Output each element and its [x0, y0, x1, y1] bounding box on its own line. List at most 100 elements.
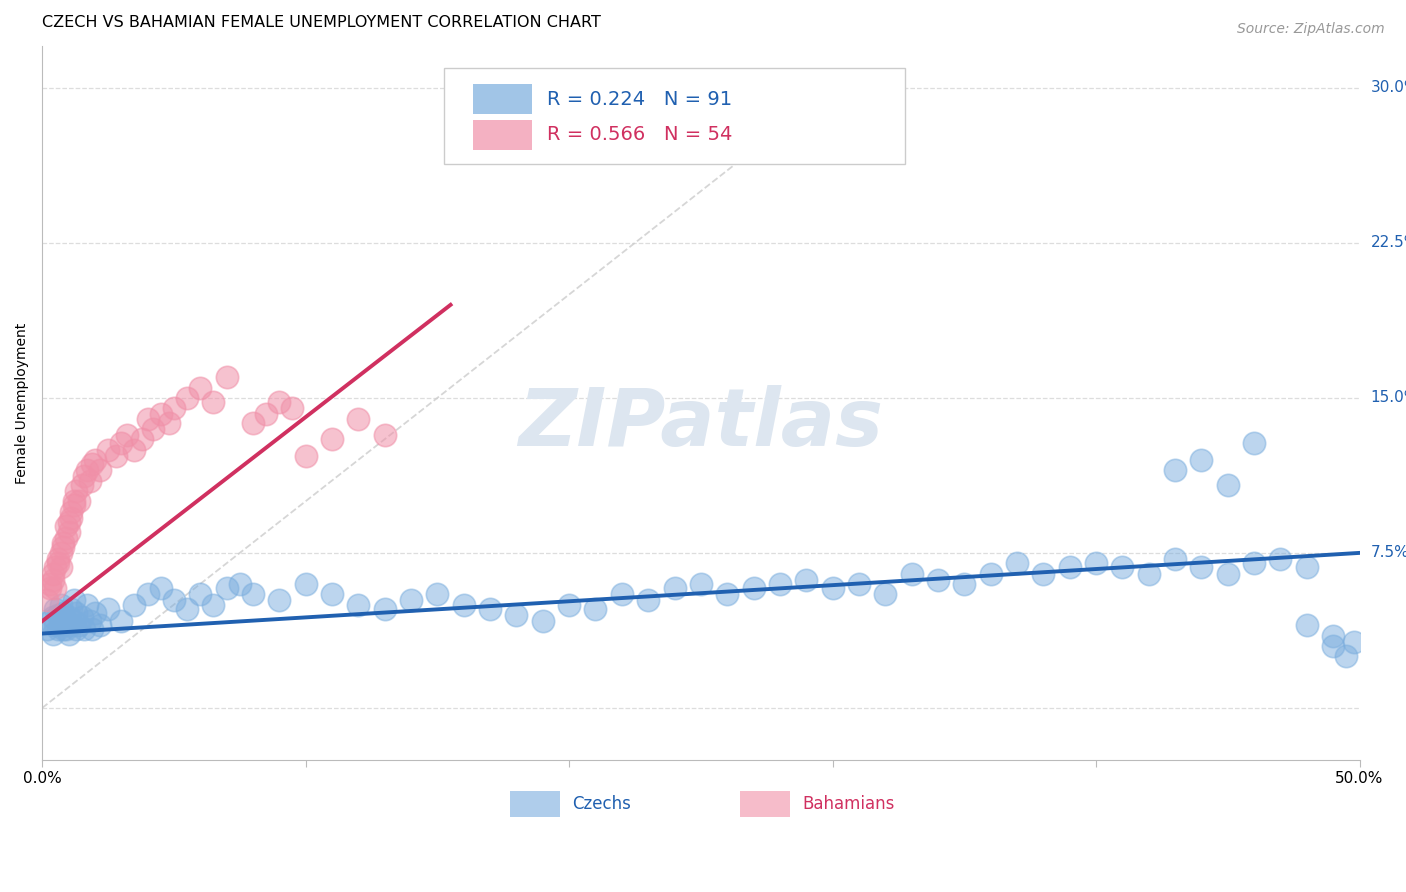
Point	[1243, 556, 1265, 570]
Point	[79, 474, 101, 488]
Point	[558, 598, 581, 612]
Point	[294, 449, 316, 463]
Point	[60, 504, 83, 518]
Point	[1137, 566, 1160, 581]
Point	[136, 587, 159, 601]
Text: Source: ZipAtlas.com: Source: ZipAtlas.com	[1237, 22, 1385, 37]
Point	[215, 581, 238, 595]
Point	[124, 442, 146, 457]
Point	[62, 614, 84, 628]
Point	[37, 593, 59, 607]
Point	[157, 416, 180, 430]
Point	[82, 457, 104, 471]
Point	[115, 428, 138, 442]
Point	[610, 587, 633, 601]
Point	[202, 395, 225, 409]
Point	[60, 618, 83, 632]
Point	[374, 428, 396, 442]
Point	[52, 623, 75, 637]
Text: R = 0.224   N = 91: R = 0.224 N = 91	[547, 90, 733, 109]
Point	[848, 577, 870, 591]
Point	[62, 494, 84, 508]
Point	[58, 626, 80, 640]
Point	[254, 408, 277, 422]
Point	[70, 477, 93, 491]
Point	[281, 401, 304, 416]
Point	[39, 614, 62, 628]
Point	[269, 593, 291, 607]
Point	[1111, 560, 1133, 574]
FancyBboxPatch shape	[741, 791, 790, 817]
Point	[76, 463, 98, 477]
Point	[149, 581, 172, 595]
Point	[65, 606, 87, 620]
Text: ZIPatlas: ZIPatlas	[519, 385, 883, 464]
Point	[215, 370, 238, 384]
Point	[479, 601, 502, 615]
Point	[62, 499, 84, 513]
Point	[60, 601, 83, 615]
Text: 7.5%: 7.5%	[1371, 545, 1406, 560]
Text: 30.0%: 30.0%	[1371, 80, 1406, 95]
Point	[110, 436, 132, 450]
Point	[347, 411, 370, 425]
Point	[1191, 453, 1213, 467]
Point	[136, 411, 159, 425]
Point	[52, 606, 75, 620]
Point	[73, 469, 96, 483]
Point	[46, 552, 69, 566]
Point	[1295, 560, 1317, 574]
Point	[55, 623, 77, 637]
Point	[79, 614, 101, 628]
Point	[242, 587, 264, 601]
Text: Bahamians: Bahamians	[803, 795, 894, 813]
Point	[49, 546, 72, 560]
Point	[52, 535, 75, 549]
Point	[70, 610, 93, 624]
Point	[89, 618, 111, 632]
Point	[1191, 560, 1213, 574]
Text: Czechs: Czechs	[572, 795, 631, 813]
Point	[39, 581, 62, 595]
Point	[321, 432, 343, 446]
Point	[176, 601, 198, 615]
Point	[505, 607, 527, 622]
Point	[149, 408, 172, 422]
FancyBboxPatch shape	[472, 84, 533, 114]
Point	[58, 525, 80, 540]
Point	[1085, 556, 1108, 570]
Point	[42, 610, 65, 624]
Point	[374, 601, 396, 615]
Point	[44, 618, 66, 632]
Point	[637, 593, 659, 607]
Point	[1243, 436, 1265, 450]
Point	[176, 391, 198, 405]
Point	[742, 581, 765, 595]
Point	[1343, 634, 1365, 648]
Point	[42, 573, 65, 587]
Point	[83, 606, 105, 620]
Point	[58, 515, 80, 529]
Point	[39, 577, 62, 591]
Point	[76, 598, 98, 612]
Point	[49, 560, 72, 574]
Point	[46, 607, 69, 622]
Point	[60, 510, 83, 524]
Point	[1005, 556, 1028, 570]
Point	[1295, 618, 1317, 632]
Point	[46, 623, 69, 637]
Point	[188, 380, 211, 394]
Point	[531, 614, 554, 628]
Point	[1322, 639, 1344, 653]
Point	[769, 143, 792, 157]
Point	[321, 587, 343, 601]
Point	[73, 623, 96, 637]
Point	[794, 573, 817, 587]
Point	[44, 581, 66, 595]
Point	[202, 598, 225, 612]
Point	[42, 626, 65, 640]
Point	[44, 560, 66, 574]
Point	[1270, 552, 1292, 566]
Point	[97, 601, 120, 615]
Y-axis label: Female Unemployment: Female Unemployment	[15, 322, 30, 483]
